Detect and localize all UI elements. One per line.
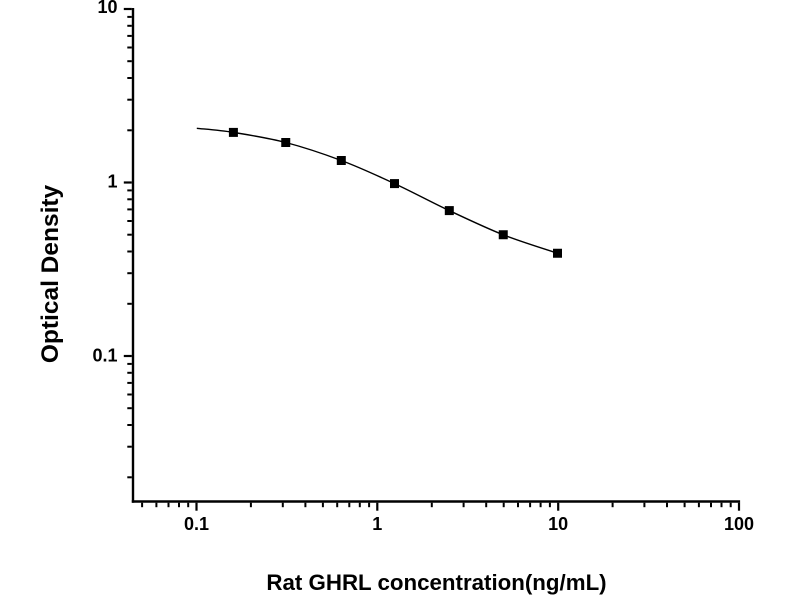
svg-text:1: 1 [372, 514, 382, 534]
svg-text:10: 10 [548, 514, 568, 534]
svg-text:1: 1 [107, 172, 117, 192]
svg-text:0.1: 0.1 [92, 346, 117, 366]
svg-text:0.1: 0.1 [184, 514, 209, 534]
svg-text:100: 100 [724, 514, 754, 534]
svg-text:Optical Density: Optical Density [37, 184, 64, 363]
svg-text:10: 10 [97, 0, 117, 17]
svg-text:Rat GHRL concentration(ng/mL): Rat GHRL concentration(ng/mL) [266, 570, 606, 595]
